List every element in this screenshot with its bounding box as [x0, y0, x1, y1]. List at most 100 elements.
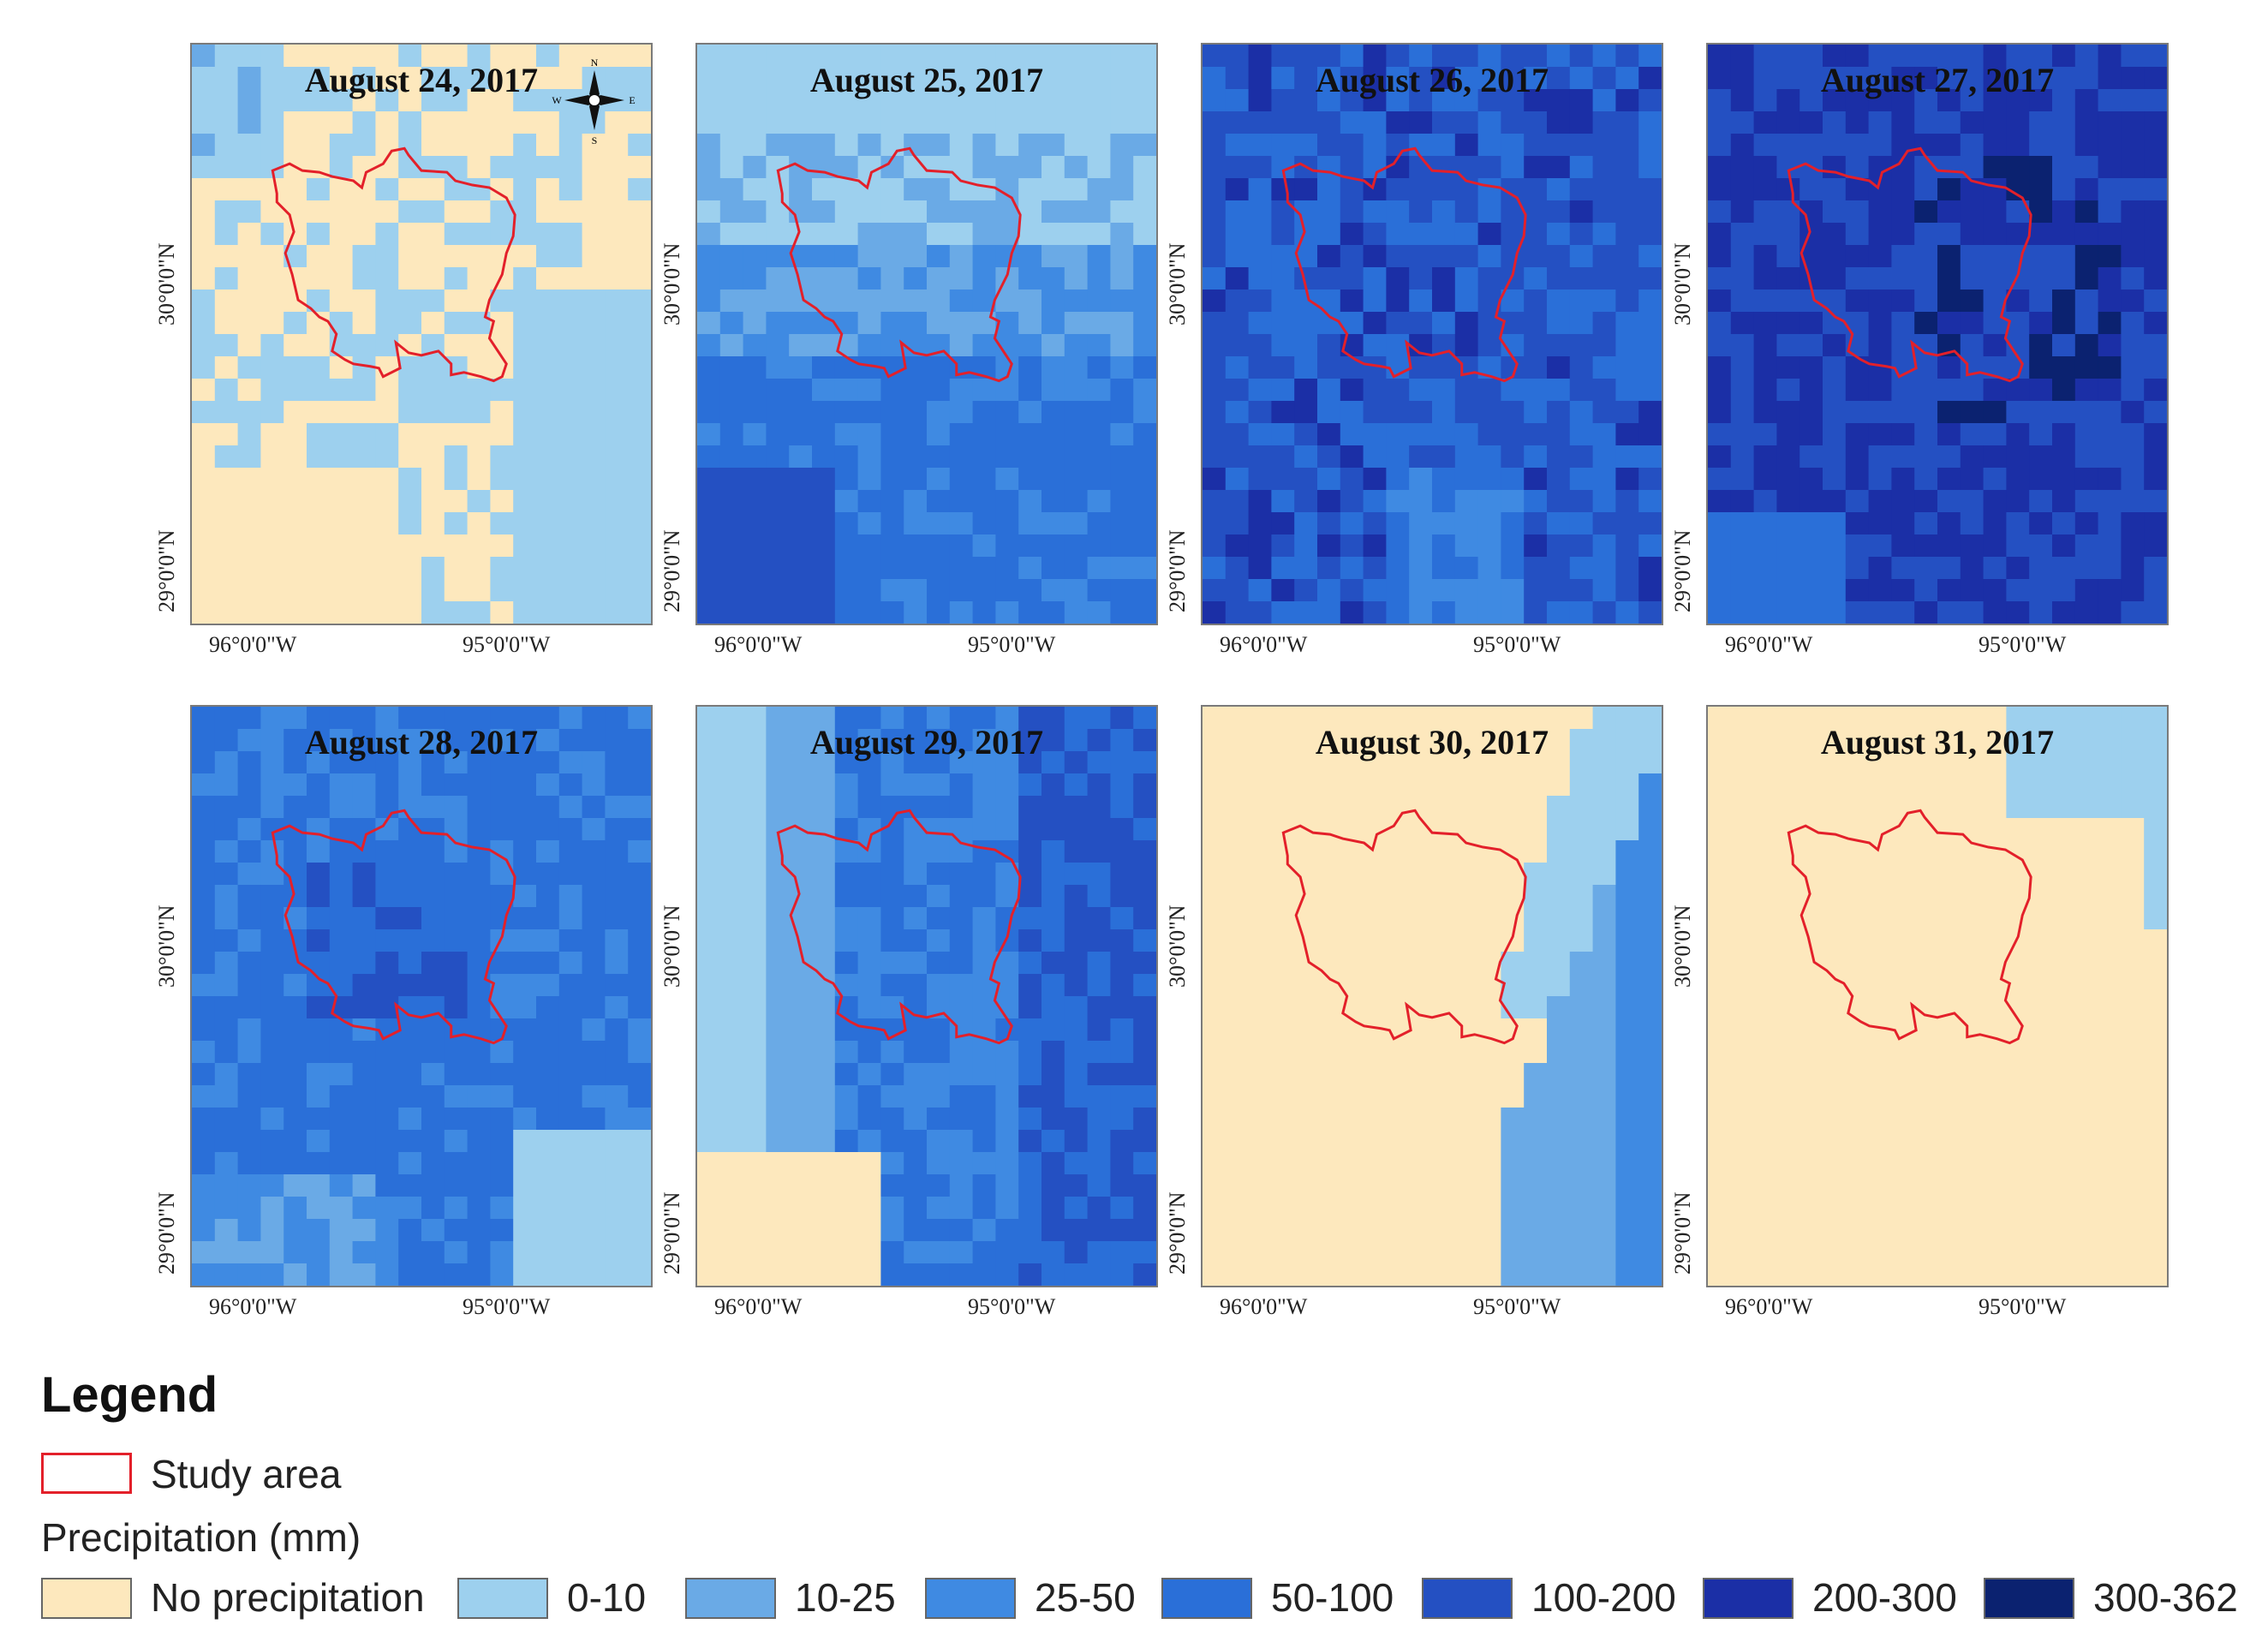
- grid-cell: [1340, 356, 1364, 379]
- grid-cell: [398, 863, 422, 886]
- grid-cell: [1547, 223, 1571, 246]
- grid-cell: [1547, 974, 1571, 997]
- grid-cell: [1225, 1108, 1250, 1131]
- grid-cell: [421, 1174, 445, 1197]
- grid-cell: [1386, 290, 1410, 313]
- grid-cell: [1225, 379, 1250, 402]
- grid-cell: [1087, 1063, 1111, 1086]
- grid-cell: [284, 334, 307, 357]
- grid-cell: [444, 512, 469, 535]
- grid-cell: [1087, 601, 1111, 624]
- grid-cell: [1501, 1063, 1525, 1086]
- grid-cell: [582, 818, 606, 841]
- grid-cell: [1868, 1152, 1892, 1175]
- grid-cell: [1753, 156, 1777, 179]
- grid-cell: [582, 178, 606, 201]
- grid-cell: [284, 996, 307, 1019]
- grid-cell: [1891, 490, 1915, 513]
- grid-cell: [605, 67, 629, 90]
- grid-cell: [719, 134, 744, 157]
- grid-cell: [192, 1085, 216, 1108]
- grid-cell: [1087, 729, 1111, 752]
- grid-cell: [880, 1041, 904, 1064]
- grid-cell: [1983, 1152, 2007, 1175]
- grid-cell: [1133, 796, 1156, 819]
- grid-cell: [1248, 1152, 1272, 1175]
- grid-cell: [536, 468, 560, 491]
- grid-cell: [2074, 1152, 2099, 1175]
- grid-cell: [1248, 818, 1272, 841]
- grid-cell: [743, 557, 767, 580]
- grid-cell: [329, 267, 354, 290]
- grid-cell: [766, 796, 790, 819]
- grid-cell: [1730, 1263, 1755, 1286]
- grid-cell: [927, 89, 951, 112]
- grid-cell: [467, 1219, 491, 1242]
- grid-cell: [2029, 996, 2053, 1019]
- grid-cell: [1501, 134, 1525, 157]
- grid-cell: [1891, 134, 1915, 157]
- grid-cell: [1432, 290, 1456, 313]
- grid-cell: [972, 1152, 996, 1175]
- grid-cell: [237, 111, 261, 134]
- grid-cell: [1569, 89, 1594, 112]
- study-area-outline: [1281, 809, 1527, 1045]
- grid-cell: [766, 89, 790, 112]
- grid-cell: [375, 111, 399, 134]
- grid-cell: [1041, 334, 1065, 357]
- grid-cell: [192, 1130, 216, 1153]
- grid-cell: [513, 1263, 537, 1286]
- grid-cell: [1454, 423, 1479, 446]
- grid-cell: [2029, 952, 2053, 975]
- grid-cell: [1891, 601, 1915, 624]
- grid-cell: [1823, 601, 1847, 624]
- grid-cell: [1547, 907, 1571, 930]
- grid-cell: [1340, 223, 1364, 246]
- precipitation-grid: [1203, 45, 1662, 624]
- grid-cell: [1203, 200, 1227, 224]
- grid-cell: [1569, 356, 1594, 379]
- grid-cell: [467, 1197, 491, 1220]
- grid-cell: [697, 45, 721, 68]
- grid-cell: [260, 1219, 284, 1242]
- grid-cell: [628, 156, 651, 179]
- grid-cell: [628, 200, 651, 224]
- grid-cell: [1524, 200, 1548, 224]
- grid-cell: [1477, 863, 1501, 886]
- grid-cell: [375, 334, 399, 357]
- grid-cell: [2029, 401, 2053, 424]
- grid-cell: [2121, 707, 2145, 730]
- grid-cell: [1432, 729, 1456, 752]
- grid-cell: [972, 885, 996, 908]
- grid-cell: [1087, 89, 1111, 112]
- grid-cell: [1960, 223, 1984, 246]
- grid-cell: [1753, 267, 1777, 290]
- grid-cell: [605, 223, 629, 246]
- grid-cell: [1569, 1197, 1594, 1220]
- grid-cell: [1271, 796, 1295, 819]
- grid-cell: [1133, 557, 1156, 580]
- grid-cell: [1708, 907, 1732, 930]
- grid-cell: [1432, 178, 1456, 201]
- grid-cell: [2029, 534, 2053, 558]
- grid-cell: [766, 1108, 790, 1131]
- grid-cell: [949, 579, 974, 602]
- grid-cell: [444, 557, 469, 580]
- grid-cell: [1592, 1263, 1616, 1286]
- grid-cell: [467, 1152, 491, 1175]
- grid-cell: [1018, 1041, 1042, 1064]
- grid-cell: [1730, 290, 1755, 313]
- grid-cell: [398, 729, 422, 752]
- grid-cell: [1983, 312, 2007, 335]
- grid-cell: [2098, 334, 2122, 357]
- grid-cell: [1799, 1085, 1823, 1108]
- grid-cell: [1799, 334, 1823, 357]
- grid-cell: [743, 1241, 767, 1264]
- grid-cell: [743, 796, 767, 819]
- grid-cell: [1823, 356, 1847, 379]
- grid-cell: [812, 445, 836, 469]
- grid-cell: [1133, 974, 1156, 997]
- grid-cell: [237, 796, 261, 819]
- grid-cell: [558, 312, 583, 335]
- grid-cell: [2074, 67, 2099, 90]
